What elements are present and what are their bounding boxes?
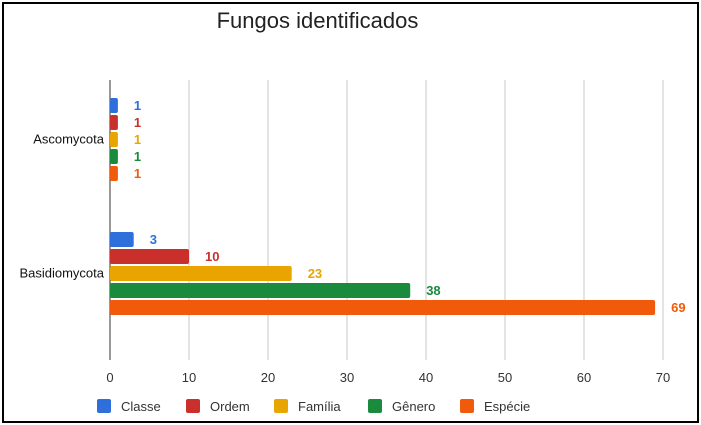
x-tick-label-70: 70	[656, 370, 670, 385]
legend-swatch-4	[460, 399, 474, 413]
bar-ascomycota-2	[110, 132, 118, 147]
x-tick-label-40: 40	[419, 370, 433, 385]
data-label-ascomycota-0: 1	[134, 98, 141, 113]
legend-swatch-3	[368, 399, 382, 413]
data-label-basidiomycota-3: 38	[426, 283, 440, 298]
x-tick-label-30: 30	[340, 370, 354, 385]
x-tick-label-10: 10	[182, 370, 196, 385]
category-label-ascomycota: Ascomycota	[33, 132, 105, 147]
data-label-ascomycota-1: 1	[134, 115, 141, 130]
legend-label-3: Gênero	[392, 399, 435, 414]
bar-basidiomycota-4	[110, 300, 656, 315]
legend-swatch-1	[186, 399, 200, 413]
data-label-ascomycota-3: 1	[134, 149, 141, 164]
data-label-basidiomycota-1: 10	[205, 249, 219, 264]
bar-ascomycota-1	[110, 115, 118, 130]
data-label-basidiomycota-2: 23	[308, 266, 322, 281]
x-tick-label-50: 50	[498, 370, 512, 385]
legend-label-2: Família	[298, 399, 341, 414]
data-label-ascomycota-4: 1	[134, 166, 141, 181]
legend-label-0: Classe	[121, 399, 161, 414]
bar-basidiomycota-0	[110, 232, 134, 247]
bar-basidiomycota-1	[110, 249, 189, 264]
bar-ascomycota-3	[110, 149, 118, 164]
legend-swatch-0	[97, 399, 111, 413]
bar-basidiomycota-3	[110, 283, 411, 298]
bar-ascomycota-0	[110, 98, 118, 113]
data-label-basidiomycota-4: 69	[671, 300, 685, 315]
category-label-basidiomycota: Basidiomycota	[19, 266, 104, 281]
legend-label-1: Ordem	[210, 399, 250, 414]
bar-ascomycota-4	[110, 166, 118, 181]
x-tick-label-0: 0	[106, 370, 113, 385]
legend-swatch-2	[274, 399, 288, 413]
chart-title: Fungos identificados	[216, 8, 419, 33]
data-label-basidiomycota-0: 3	[150, 232, 157, 247]
x-tick-label-60: 60	[577, 370, 591, 385]
legend-label-4: Espécie	[484, 399, 530, 414]
data-label-ascomycota-2: 1	[134, 132, 141, 147]
x-tick-label-20: 20	[261, 370, 275, 385]
bar-basidiomycota-2	[110, 266, 292, 281]
